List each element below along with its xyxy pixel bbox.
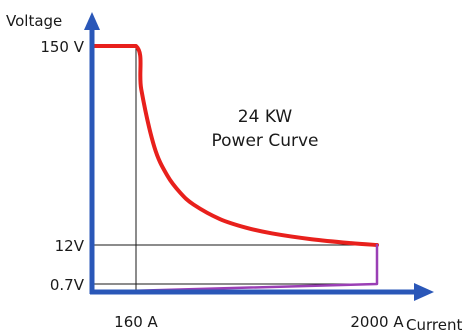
y-tick-labels: 150 V 12V 0.7V bbox=[40, 38, 84, 294]
y-axis-arrow bbox=[84, 12, 100, 30]
chart-title: 24 KW bbox=[238, 107, 293, 127]
x-tick-label-1: 160 A bbox=[114, 313, 158, 331]
series-group bbox=[90, 44, 379, 294]
y-axis-label: Voltage bbox=[6, 12, 62, 30]
x-tick-labels: 160 A 2000 A bbox=[114, 313, 404, 331]
y-tick-label-2: 12V bbox=[55, 237, 85, 255]
series-line-1 bbox=[90, 44, 379, 247]
x-axis-arrow bbox=[414, 283, 434, 301]
x-tick-label-2: 2000 A bbox=[350, 313, 404, 331]
series-line-2 bbox=[90, 243, 379, 294]
y-tick-label-1: 150 V bbox=[40, 38, 84, 56]
x-axis-label: Current bbox=[406, 316, 462, 334]
y-tick-label-3: 0.7V bbox=[50, 276, 85, 294]
reference-lines bbox=[92, 46, 377, 292]
axes bbox=[84, 12, 434, 301]
chart-subtitle: Power Curve bbox=[212, 131, 319, 151]
